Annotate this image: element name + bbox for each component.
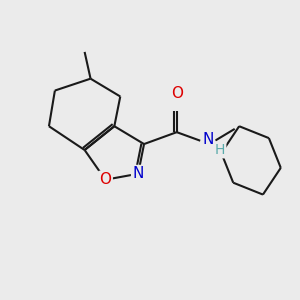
Text: N: N	[132, 166, 144, 181]
Text: N: N	[202, 132, 214, 147]
Text: O: O	[171, 86, 183, 101]
Text: O: O	[99, 172, 111, 187]
Text: H: H	[215, 143, 225, 157]
